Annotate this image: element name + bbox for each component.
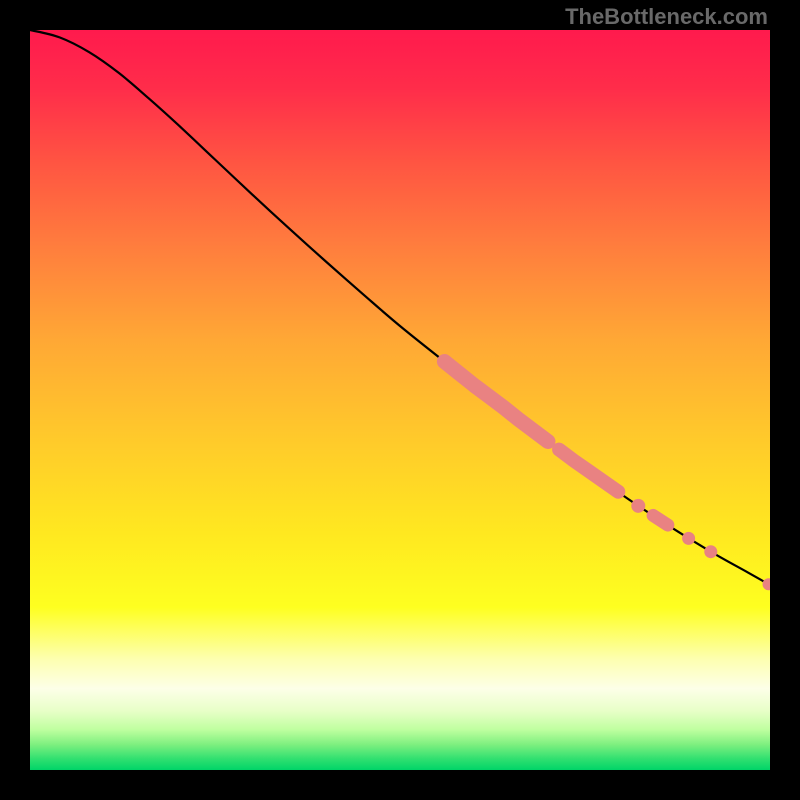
marker-point bbox=[683, 532, 695, 544]
marker-run bbox=[653, 515, 668, 525]
main-curve bbox=[30, 30, 770, 585]
attribution-label: TheBottleneck.com bbox=[565, 4, 768, 30]
marker-point bbox=[632, 499, 645, 512]
curve-layer bbox=[30, 30, 770, 770]
plot-area bbox=[30, 30, 770, 770]
marker-run bbox=[444, 362, 548, 442]
marker-run bbox=[559, 450, 618, 492]
markers-group bbox=[444, 362, 770, 590]
marker-point bbox=[705, 546, 717, 558]
marker-point bbox=[763, 579, 770, 590]
